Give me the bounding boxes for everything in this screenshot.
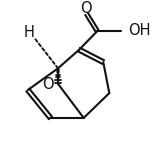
Text: OH: OH: [128, 23, 151, 38]
Text: O: O: [80, 1, 92, 16]
Text: O: O: [42, 77, 53, 92]
Text: H: H: [24, 25, 35, 40]
